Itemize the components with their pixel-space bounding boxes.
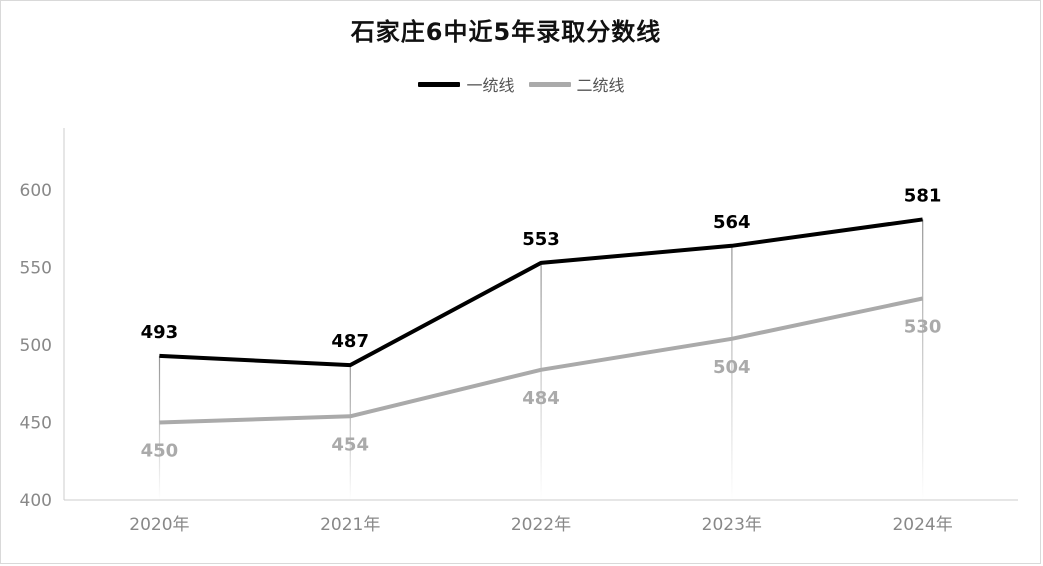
y-tick-label: 400 — [20, 491, 52, 511]
data-label-series-2: 454 — [331, 434, 369, 455]
drop-line — [158, 355, 161, 500]
x-tick-label: 2021年 — [320, 515, 380, 535]
data-label-series-1: 581 — [904, 185, 942, 206]
y-tick-label: 600 — [20, 181, 52, 201]
data-label-series-1: 493 — [141, 322, 179, 343]
data-label-series-2: 450 — [141, 441, 179, 462]
chart-legend: 一统线 二统线 — [0, 72, 1043, 96]
legend-label-series-1: 一统线 — [466, 76, 515, 95]
data-label-series-1: 564 — [713, 212, 751, 233]
y-tick-label: 500 — [20, 336, 52, 356]
legend-item-series-1: 一统线 — [418, 72, 515, 96]
legend-swatch-series-1 — [418, 81, 461, 87]
x-tick-label: 2024年 — [892, 515, 952, 535]
drop-line — [349, 365, 351, 500]
x-tick-label: 2022年 — [511, 515, 571, 535]
drop-line — [922, 219, 924, 500]
legend-swatch-series-2 — [528, 81, 571, 87]
y-tick-label: 550 — [20, 259, 52, 279]
chart-title: 石家庄6中近5年录取分数线 — [350, 18, 662, 46]
y-tick-label: 450 — [20, 414, 52, 434]
drop-line — [731, 245, 733, 500]
x-tick-label: 2023年 — [702, 515, 762, 535]
data-label-series-2: 484 — [522, 388, 560, 409]
x-tick-label: 2020年 — [129, 515, 189, 535]
data-label-series-2: 530 — [904, 317, 942, 338]
data-label-series-2: 504 — [713, 357, 751, 378]
data-label-series-1: 487 — [331, 331, 369, 352]
drop-line — [540, 262, 542, 500]
series-line-2 — [159, 296, 924, 425]
series-line-1 — [159, 217, 923, 368]
legend-label-series-2: 二统线 — [576, 76, 625, 95]
data-label-series-1: 553 — [522, 229, 560, 250]
legend-item-series-2: 二统线 — [528, 72, 625, 96]
